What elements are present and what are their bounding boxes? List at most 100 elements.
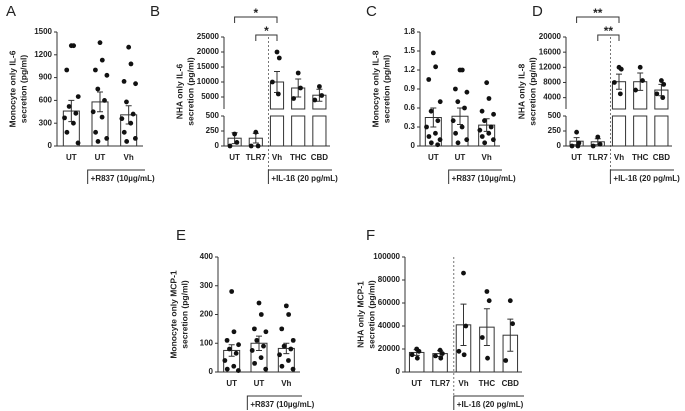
y-axis-label: NHA only IL-6 (174, 64, 184, 120)
y-tick-label: 16000 (539, 47, 562, 56)
data-point (426, 134, 432, 139)
significance-bracket (576, 16, 620, 23)
data-point (64, 67, 70, 73)
bar (633, 115, 648, 147)
y-tick-label: 0.9 (404, 84, 416, 93)
y-tick-label: 20000 (197, 47, 220, 56)
data-point (455, 140, 461, 146)
data-point (507, 298, 513, 304)
data-point (503, 358, 509, 363)
data-point (659, 78, 664, 83)
data-point (479, 335, 485, 340)
data-point (274, 49, 280, 55)
y-tick-label: 500 (548, 111, 562, 120)
data-point (440, 351, 445, 356)
significance-bracket (255, 34, 278, 41)
x-tick-label: THC (479, 379, 496, 388)
data-point (317, 84, 322, 89)
error-bar (507, 318, 514, 352)
y-tick-label: 250 (206, 126, 220, 135)
data-point (654, 91, 660, 97)
bar (654, 115, 669, 147)
data-point (459, 67, 465, 73)
treatment-label: +R837 (10µg/mL) (250, 400, 314, 409)
data-point (484, 80, 490, 86)
data-point (575, 143, 581, 149)
y-tick-label: 8000 (543, 78, 561, 87)
x-tick-label: Vh (458, 379, 468, 388)
y-tick-label: 0 (411, 141, 416, 150)
x-tick-label: UT (428, 153, 439, 162)
data-point (227, 346, 232, 352)
data-point (235, 368, 241, 373)
data-point (232, 131, 238, 137)
y-tick-label: 40000 (378, 321, 401, 330)
data-point (319, 93, 325, 98)
data-point (637, 64, 643, 70)
bar (611, 115, 627, 147)
data-point (612, 80, 617, 85)
data-point (424, 124, 429, 130)
data-point (482, 118, 487, 124)
data-point (252, 326, 257, 332)
y-tick-label: 0.3 (404, 122, 416, 131)
error-bar (228, 344, 235, 357)
data-point (491, 111, 496, 117)
y-tick-label: 200 (200, 310, 214, 319)
y-axis-label: Monocyte only MCP-1 (168, 270, 178, 359)
x-tick-label: UT (254, 379, 265, 388)
data-point (459, 124, 465, 130)
data-point (124, 99, 129, 105)
panel-letter: F (366, 227, 375, 244)
data-point (286, 312, 292, 317)
y-axis-label: secretion (pg/ml) (366, 280, 376, 349)
data-point (121, 79, 127, 84)
x-tick-label: UT (571, 153, 582, 162)
data-point (258, 312, 264, 317)
x-tick-label: Vh (482, 153, 492, 162)
error-bar (457, 107, 463, 125)
data-point (256, 300, 262, 306)
data-point (617, 91, 623, 97)
data-point (428, 108, 434, 114)
x-tick-label: UT (229, 153, 240, 162)
data-point (428, 140, 434, 146)
data-point (128, 120, 134, 126)
x-tick-label: THC (290, 153, 307, 162)
y-axis-label: NHA only IL-8 (516, 64, 526, 120)
data-point (433, 64, 439, 70)
data-point (253, 129, 259, 135)
treatment-label: +IL-1ß (20 pg/mL) (457, 400, 524, 409)
significance-label: * (253, 6, 258, 20)
data-point (484, 289, 490, 294)
data-point (633, 87, 638, 93)
x-tick-label: TLR7 (588, 153, 609, 162)
data-point (462, 105, 467, 111)
y-tick-label: 20000 (378, 344, 401, 353)
treatment-bracket (448, 169, 502, 184)
y-tick-label: 0 (215, 141, 220, 150)
data-point (281, 343, 287, 349)
data-point (283, 303, 289, 309)
y-axis-label: secretion (pg/ml) (527, 57, 537, 126)
y-tick-label: 300 (39, 118, 53, 127)
data-point (485, 355, 490, 361)
treatment-bracket (246, 395, 302, 410)
y-tick-label: 0 (209, 367, 214, 376)
data-point (453, 86, 458, 92)
x-tick-label: UT (95, 153, 106, 162)
bar (291, 115, 306, 147)
y-tick-label: 60000 (378, 298, 401, 307)
significance-bracket (597, 34, 620, 41)
significance-label: ** (604, 24, 614, 38)
panel-letter: C (366, 3, 377, 20)
bar (312, 115, 327, 147)
data-point (249, 348, 255, 353)
data-point (488, 124, 494, 130)
data-point (453, 130, 458, 136)
data-point (409, 352, 415, 358)
data-point (486, 298, 492, 304)
data-point (597, 141, 603, 147)
data-point (252, 360, 257, 366)
data-point (437, 99, 443, 105)
